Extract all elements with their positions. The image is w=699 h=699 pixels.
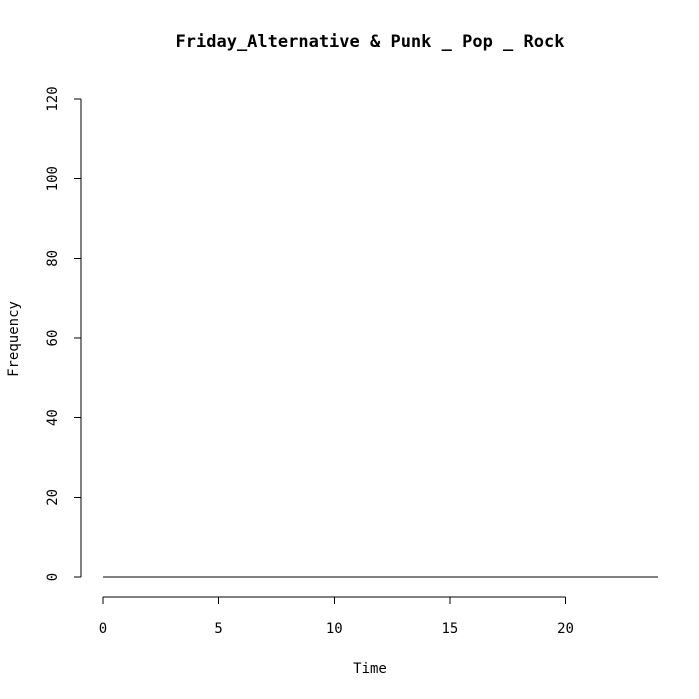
y-tick-label: 80 [45,250,61,267]
y-axis-label: Frequency [6,301,22,377]
y-tick-label: 60 [45,330,61,347]
chart-title: Friday_Alternative & Punk _ Pop _ Rock [176,32,565,52]
x-axis-label: Time [353,661,387,677]
y-tick-label: 100 [45,166,61,191]
x-tick-label: 10 [326,621,343,637]
y-tick-label: 0 [45,573,61,581]
x-tick-label: 0 [99,621,107,637]
y-tick-label: 40 [45,409,61,426]
x-tick-label: 5 [214,621,222,637]
x-tick-label: 15 [441,621,458,637]
y-axis-ticks: 0 20 40 60 80 100 120 [45,86,81,581]
x-axis-ticks: 0 5 10 15 20 [99,597,574,637]
y-tick-label: 120 [45,86,61,111]
x-tick-label: 20 [557,621,574,637]
y-tick-label: 20 [45,489,61,506]
